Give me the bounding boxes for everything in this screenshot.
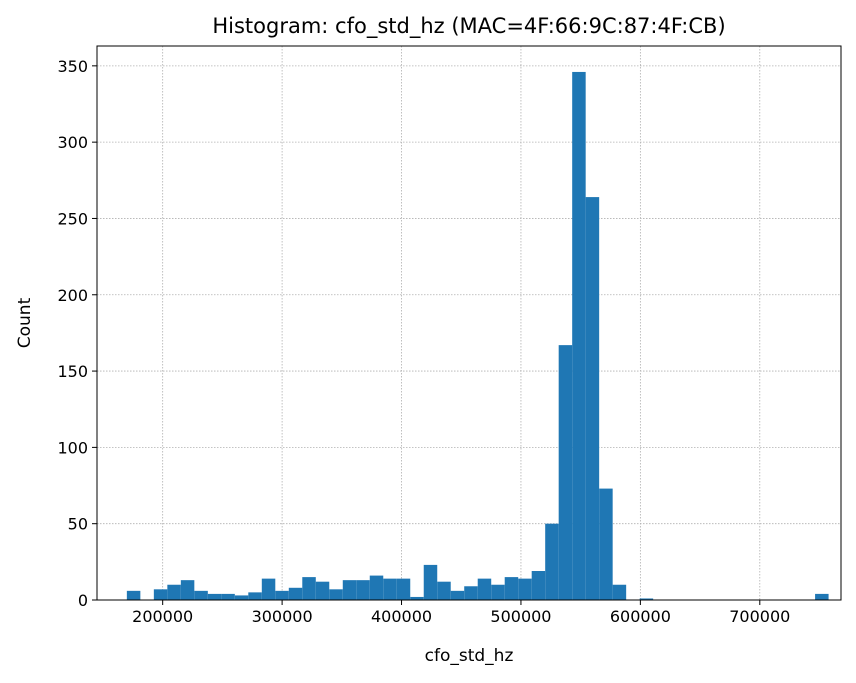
histogram-bar bbox=[126, 590, 141, 600]
histogram-bar bbox=[585, 197, 600, 600]
histogram-bar bbox=[356, 580, 370, 600]
y-tick-label: 50 bbox=[68, 515, 88, 534]
histogram-bar bbox=[248, 592, 262, 600]
histogram-bar bbox=[315, 581, 330, 600]
y-tick-label: 250 bbox=[57, 209, 88, 228]
y-tick-label: 150 bbox=[57, 362, 88, 381]
histogram-bar bbox=[450, 590, 465, 600]
histogram-bar bbox=[396, 578, 411, 600]
histogram-bar bbox=[423, 564, 438, 600]
histogram-bar bbox=[194, 590, 208, 600]
ticks-layer: 200000 300000 400000 500000 600000 700000 0 50 1… bbox=[57, 57, 790, 626]
histogram-bar bbox=[261, 578, 276, 600]
histogram-bar bbox=[558, 345, 573, 600]
y-tick-label: 0 bbox=[78, 591, 88, 610]
y-axis-label: Count bbox=[15, 297, 35, 348]
y-tick-label: 300 bbox=[57, 133, 88, 152]
histogram-bar bbox=[329, 589, 343, 600]
histogram-bar bbox=[221, 593, 235, 600]
histogram-bar bbox=[572, 71, 586, 601]
histogram-bar bbox=[342, 580, 357, 600]
x-tick-label: 300000 bbox=[252, 607, 313, 626]
histogram-bar bbox=[275, 590, 289, 600]
x-tick-label: 500000 bbox=[490, 607, 551, 626]
histogram-bar bbox=[815, 593, 829, 600]
histogram-bar bbox=[288, 587, 303, 600]
histogram-bar bbox=[531, 571, 546, 600]
x-tick-label: 200000 bbox=[132, 607, 193, 626]
y-tick-label: 350 bbox=[57, 57, 88, 76]
histogram-bar bbox=[639, 598, 654, 600]
histogram-bar bbox=[167, 584, 181, 600]
histogram-bar bbox=[180, 580, 195, 600]
histogram-bar bbox=[383, 578, 397, 600]
histogram-bar bbox=[504, 577, 519, 600]
histogram-bar bbox=[464, 586, 478, 600]
histogram-bar bbox=[477, 578, 492, 600]
plot-frame bbox=[96, 45, 842, 601]
histogram-bar bbox=[612, 584, 627, 600]
histogram-bar bbox=[207, 593, 222, 600]
histogram-bar bbox=[545, 523, 559, 600]
x-axis-label: cfo_std_hz bbox=[425, 646, 514, 666]
histogram-bar bbox=[599, 488, 613, 600]
histogram-bar bbox=[302, 577, 316, 600]
x-tick-label: 600000 bbox=[610, 607, 671, 626]
histogram-bar bbox=[369, 575, 384, 600]
chart-title: Histogram: cfo_std_hz (MAC=4F:66:9C:87:4… bbox=[212, 14, 725, 39]
histogram-bar bbox=[153, 589, 168, 600]
x-tick-label: 400000 bbox=[371, 607, 432, 626]
histogram-bar bbox=[437, 581, 451, 600]
histogram-bar bbox=[234, 595, 249, 600]
x-tick-label: 700000 bbox=[729, 607, 790, 626]
histogram-bar bbox=[518, 578, 532, 600]
y-tick-label: 100 bbox=[57, 438, 88, 457]
y-tick-label: 200 bbox=[57, 286, 88, 305]
bars-layer bbox=[126, 71, 829, 601]
histogram-bar bbox=[491, 584, 505, 600]
histogram-bar bbox=[410, 596, 424, 600]
